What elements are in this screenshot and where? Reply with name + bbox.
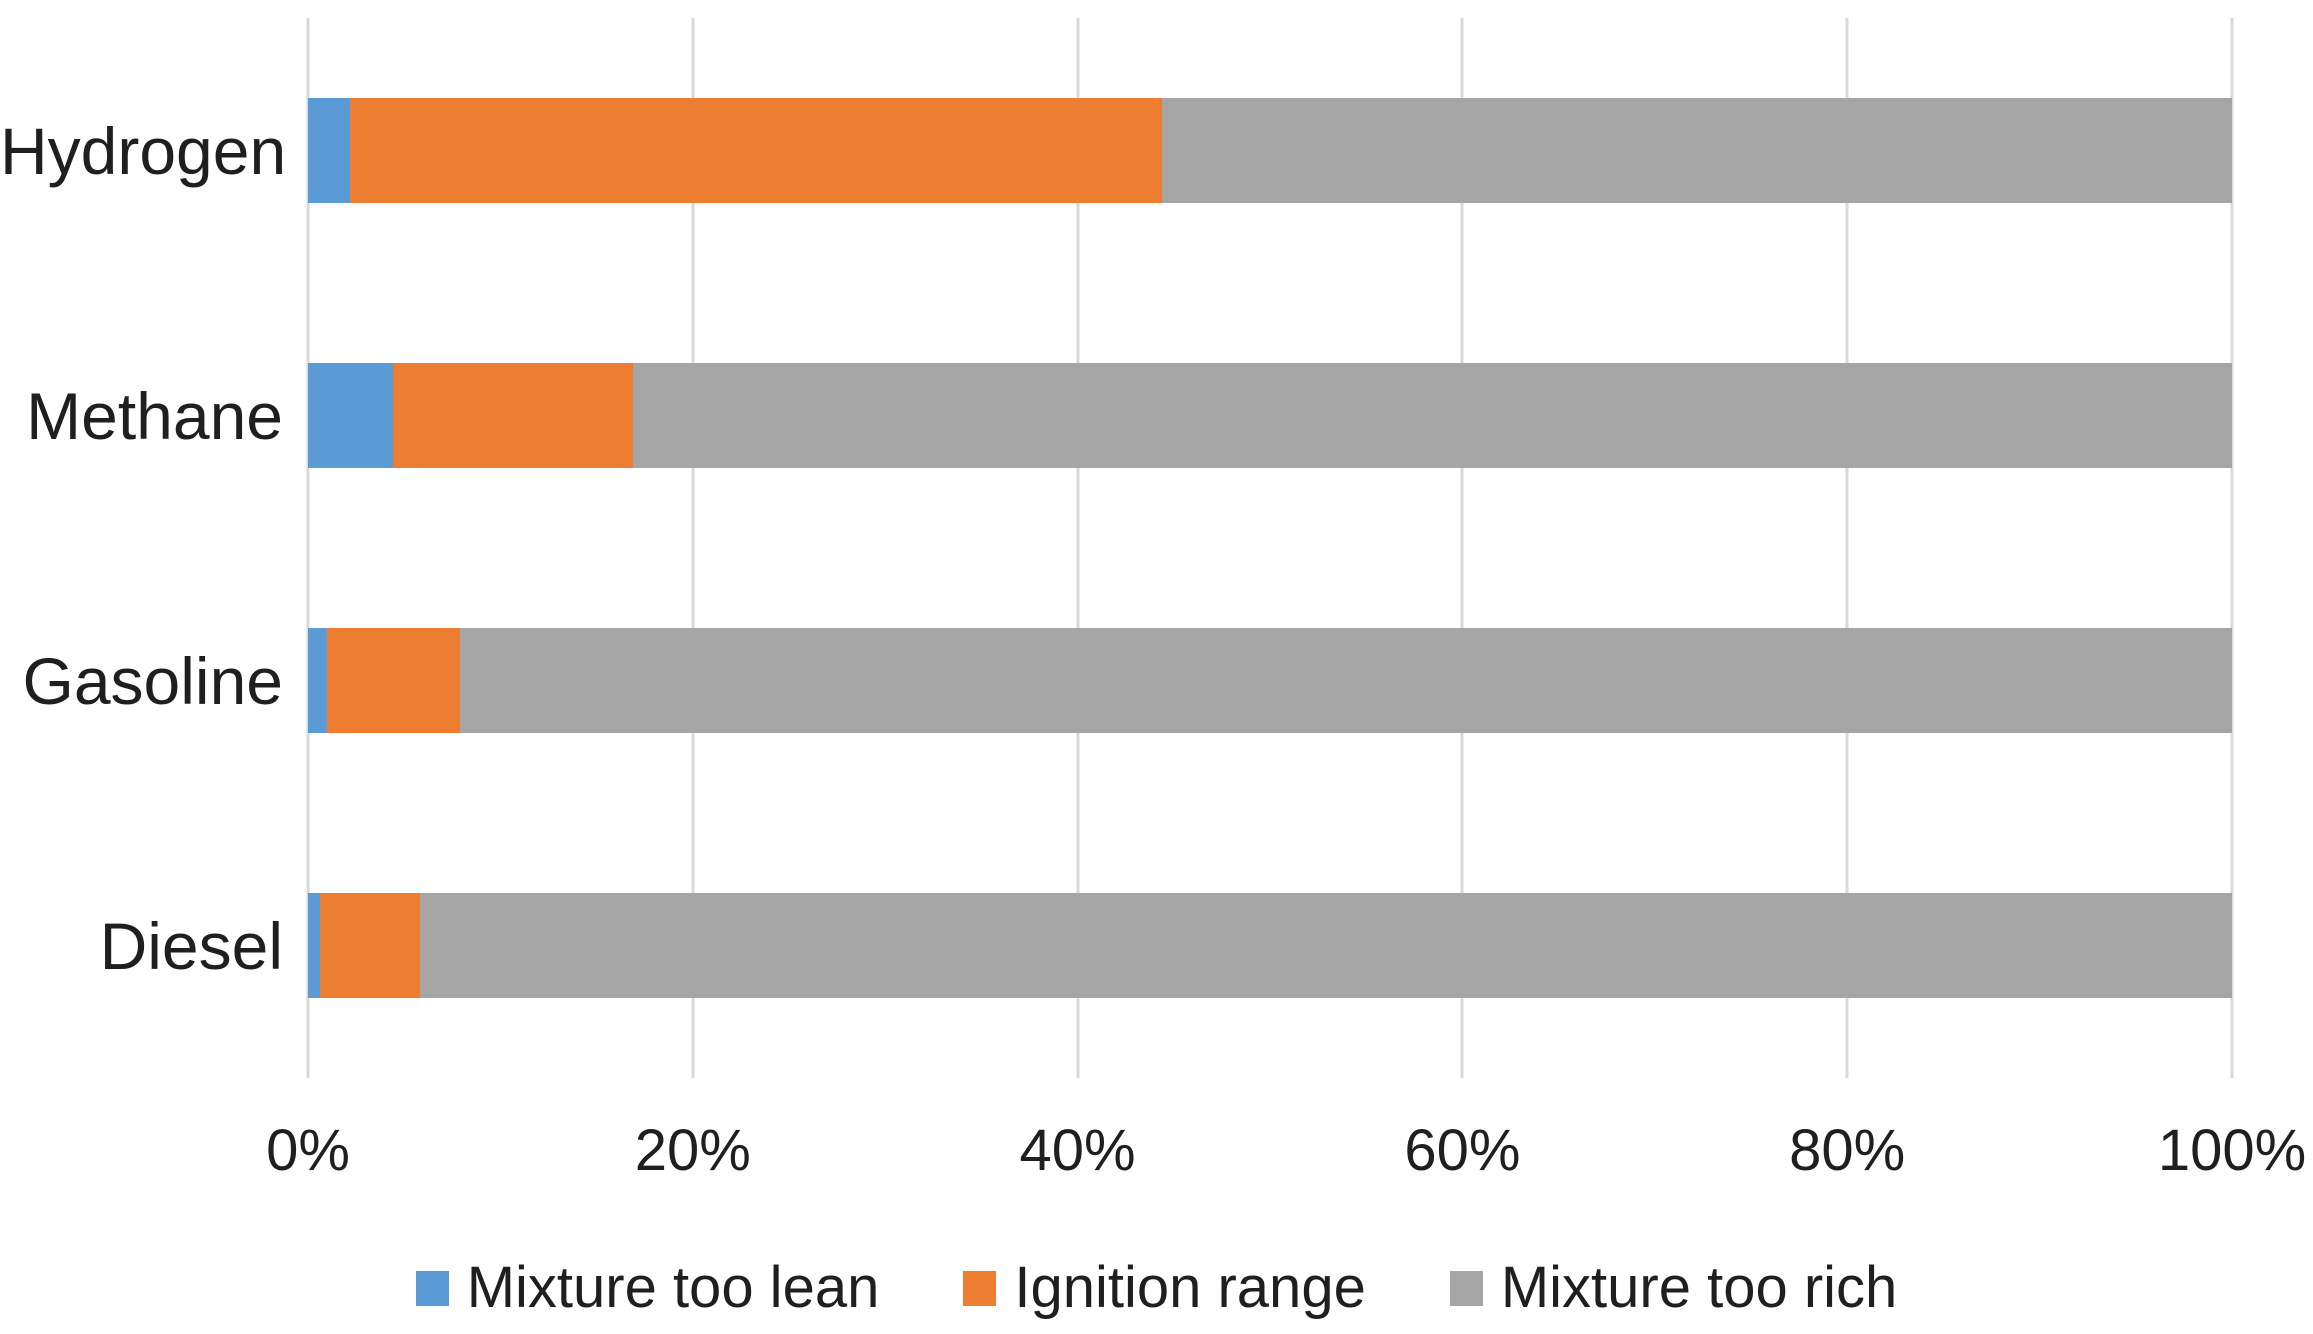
category-label-diesel: Diesel: [99, 908, 283, 983]
legend-item-mixture-too-lean: Mixture too lean: [415, 1255, 880, 1320]
gridline-40-: [1076, 18, 1080, 1078]
segment-hydrogen-mixture-too-rich: [1162, 98, 2232, 203]
x-tick-label-0-: 0%: [266, 1118, 350, 1183]
gridline-100-: [2230, 18, 2234, 1078]
segment-gasoline-ignition-range: [327, 628, 460, 733]
segment-gasoline-mixture-too-lean: [308, 628, 328, 733]
segment-diesel-ignition-range: [319, 893, 420, 998]
bar-methane: [308, 363, 2232, 468]
category-label-hydrogen: Hydrogen: [0, 113, 287, 188]
segment-diesel-mixture-too-rich: [419, 893, 2232, 998]
legend-item-mixture-too-rich: Mixture too rich: [1449, 1255, 1898, 1320]
bar-hydrogen: [308, 98, 2232, 203]
legend-swatch-icon-mixture-too-rich: [1449, 1270, 1483, 1306]
segment-diesel-mixture-too-lean: [308, 893, 320, 998]
x-tick-label-60-: 60%: [1404, 1118, 1521, 1183]
category-label-methane: Methane: [26, 378, 283, 453]
plot-area: [306, 18, 2234, 1078]
x-tick-label-20-: 20%: [634, 1118, 751, 1183]
segment-gasoline-mixture-too-rich: [459, 628, 2232, 733]
legend: Mixture too lean Ignition range Mixture to…: [0, 1252, 2313, 1324]
gridline-80-: [1845, 18, 1849, 1078]
gridline-20-: [691, 18, 695, 1078]
segment-hydrogen-mixture-too-lean: [308, 98, 351, 203]
segment-hydrogen-ignition-range: [350, 98, 1163, 203]
legend-swatch-icon-mixture-too-lean: [415, 1270, 449, 1306]
legend-label-ignition-range: Ignition range: [1014, 1255, 1366, 1320]
gridline-0-: [306, 18, 310, 1078]
x-tick-label-40-: 40%: [1019, 1118, 1136, 1183]
segment-methane-mixture-too-rich: [633, 363, 2232, 468]
x-tick-label-80-: 80%: [1789, 1118, 1906, 1183]
legend-label-mixture-too-lean: Mixture too lean: [466, 1255, 880, 1320]
x-tick-label-100-: 100%: [2157, 1118, 2307, 1183]
bar-gasoline: [308, 628, 2232, 733]
gridline-60-: [1460, 18, 1464, 1078]
segment-methane-mixture-too-lean: [308, 363, 393, 468]
legend-item-ignition-range: Ignition range: [963, 1255, 1366, 1320]
legend-label-mixture-too-rich: Mixture too rich: [1500, 1255, 1898, 1320]
bar-diesel: [308, 893, 2232, 998]
segment-methane-ignition-range: [392, 363, 634, 468]
category-label-gasoline: Gasoline: [22, 643, 284, 718]
legend-swatch-icon-ignition-range: [963, 1270, 997, 1306]
